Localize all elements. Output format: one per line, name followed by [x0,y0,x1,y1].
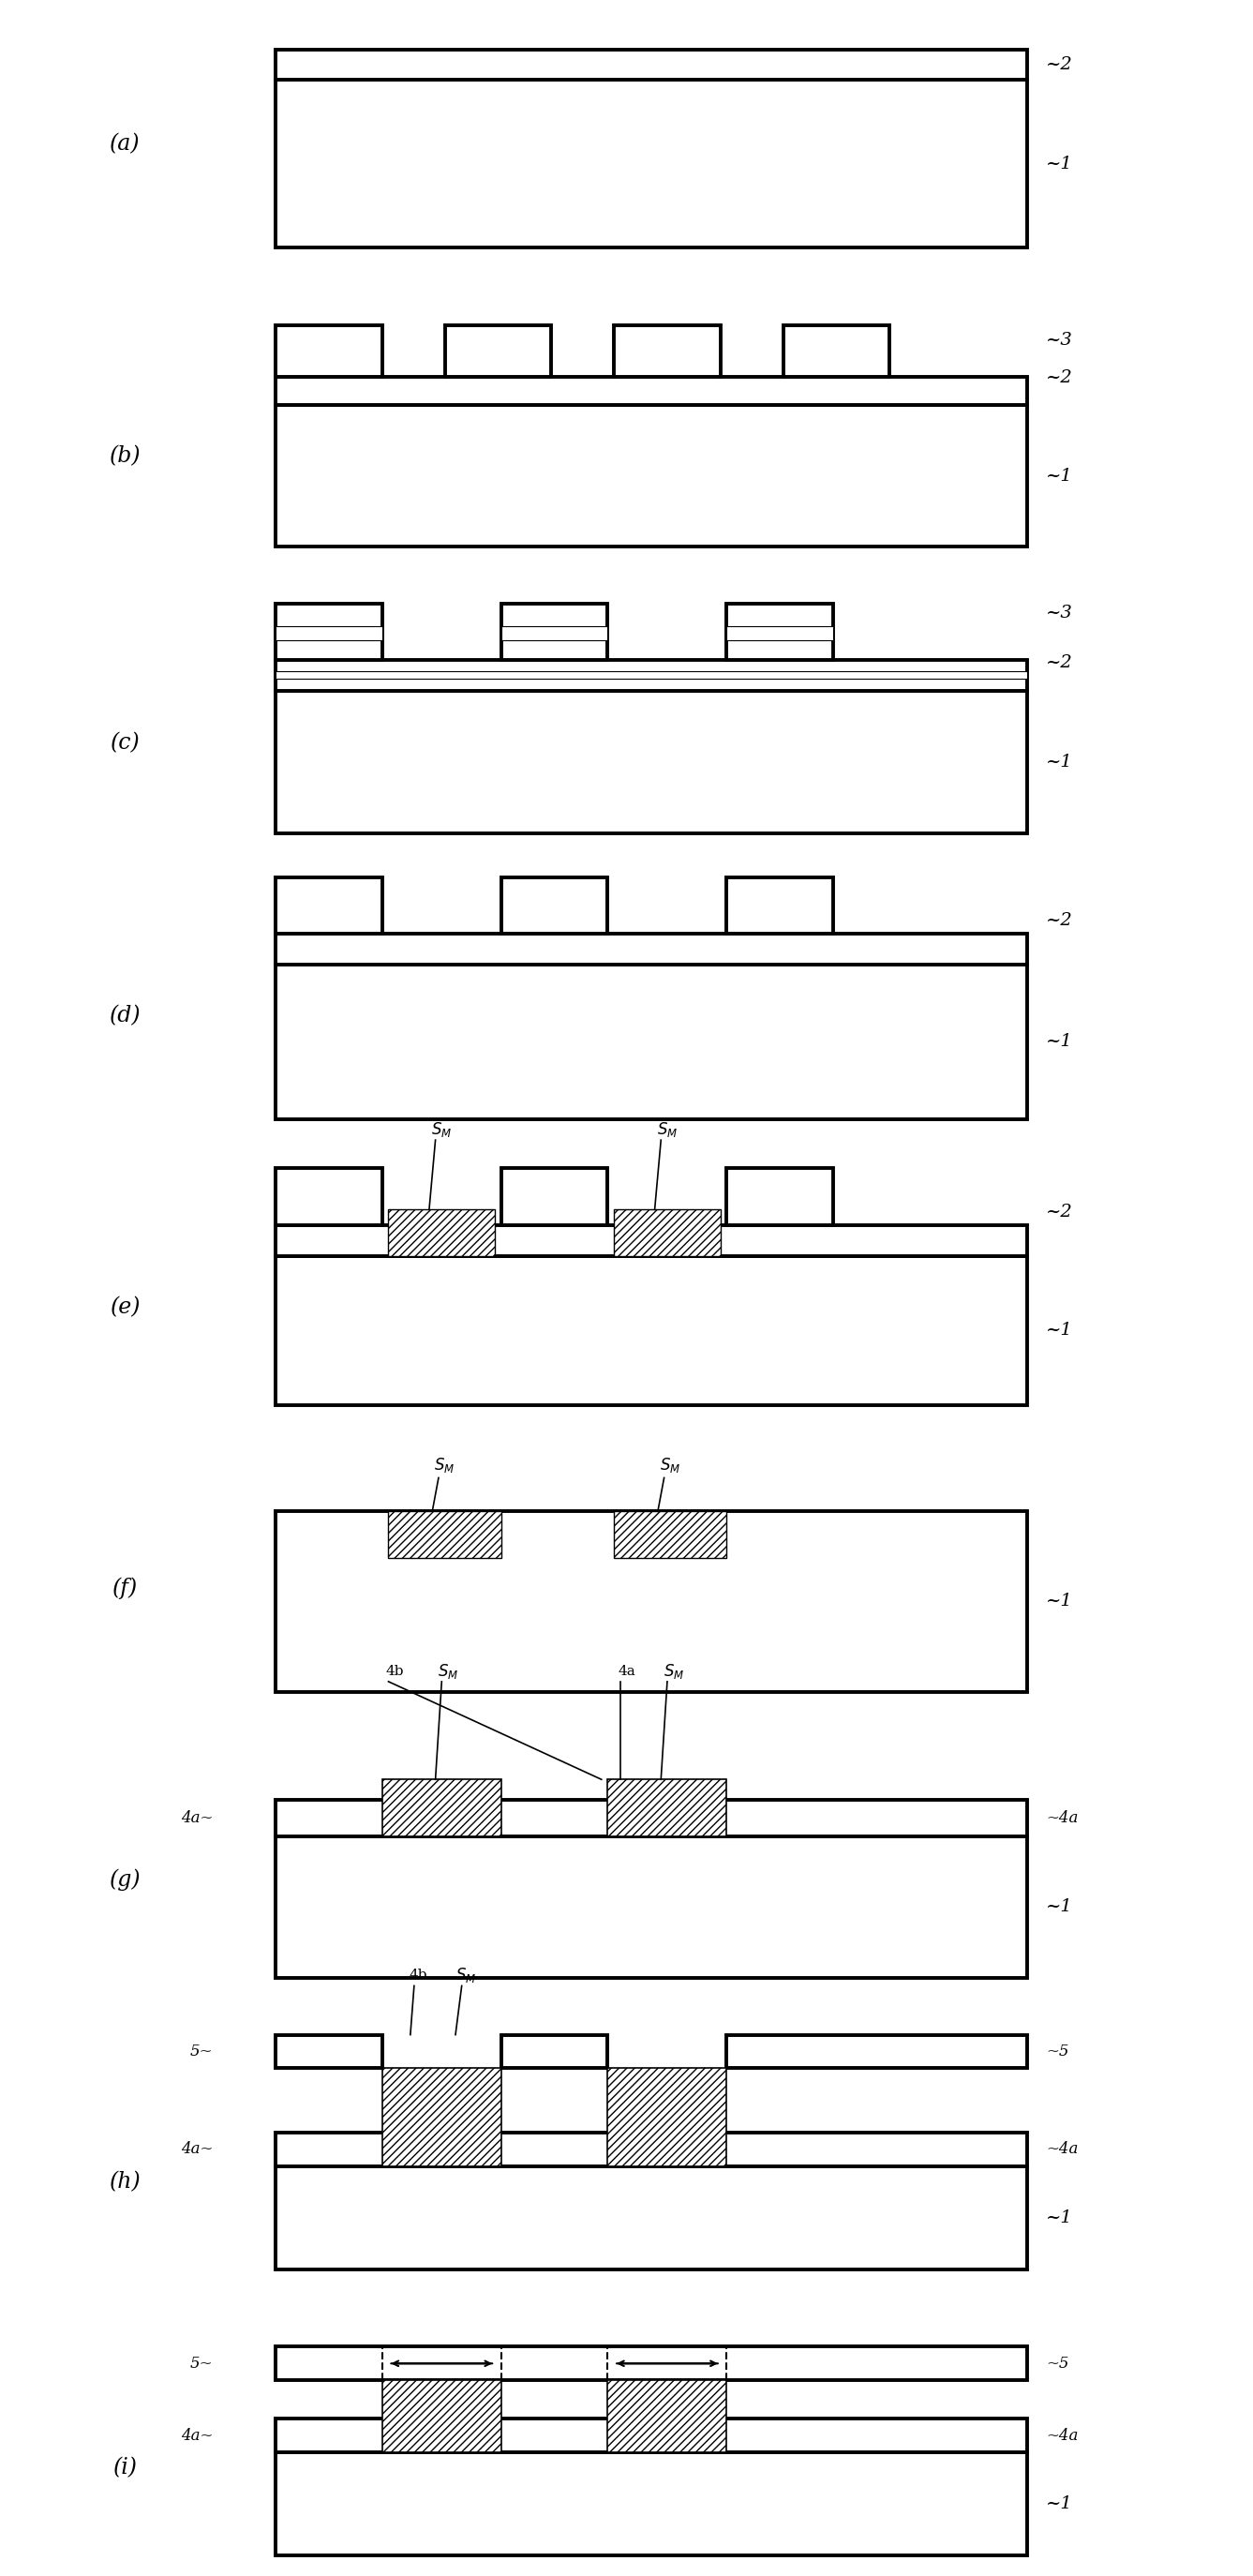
Text: $S_M$: $S_M$ [437,1662,459,1680]
Text: ~1: ~1 [1046,1033,1074,1051]
Text: ~2: ~2 [1046,368,1074,386]
Text: $S_M$: $S_M$ [455,1965,476,1986]
Bar [727,603,833,659]
Text: 4b: 4b [386,1664,403,1677]
Bar [727,626,833,641]
Text: 4a: 4a [618,1664,635,1677]
Text: ~1: ~1 [1046,1321,1074,1340]
Bar [276,1226,1027,1257]
Bar [608,2380,727,2452]
Bar [276,876,382,933]
Text: ~5: ~5 [1046,2043,1069,2058]
Text: ~2: ~2 [1046,1203,1074,1221]
Text: ~2: ~2 [1046,57,1074,72]
Bar [608,2069,727,2166]
Bar [501,1170,608,1226]
Bar [276,2347,1027,2380]
Bar [501,603,608,659]
Bar [276,1257,1027,1406]
Bar [382,2380,501,2452]
Bar [276,690,1027,832]
Text: (e): (e) [110,1296,140,1319]
Text: $S_M$: $S_M$ [431,1121,452,1139]
Text: 4a~: 4a~ [180,1811,213,1826]
Text: ~2: ~2 [1046,912,1074,930]
Bar [608,1780,727,1837]
Text: ~1: ~1 [1046,466,1074,484]
Text: ~1: ~1 [1046,2496,1074,2512]
Text: ~1: ~1 [1046,1899,1074,1917]
Bar [501,876,608,933]
Bar [501,2035,608,2069]
Bar [382,2069,501,2166]
Bar [501,626,608,641]
Text: (a): (a) [110,134,140,155]
Bar [276,933,1027,963]
Text: 4b: 4b [408,1968,427,1981]
Text: 4a~: 4a~ [180,2427,213,2445]
Bar [276,376,1027,404]
Bar [388,1211,495,1257]
Bar [614,1211,720,1257]
Text: (f): (f) [113,1577,138,1600]
Bar [276,80,1027,247]
Text: ~3: ~3 [1046,332,1074,348]
Bar [276,404,1027,546]
Bar [388,1512,501,1558]
Bar [276,2133,1027,2166]
Bar [276,2035,382,2069]
Bar [445,325,551,376]
Bar [276,1837,1027,1978]
Bar [276,1801,1027,1837]
Bar [727,876,833,933]
Text: (d): (d) [109,1005,142,1028]
Bar [276,2166,1027,2269]
Text: $S_M$: $S_M$ [435,1455,455,1473]
Text: (c): (c) [110,732,140,755]
Bar [783,325,890,376]
Bar [614,1512,727,1558]
Text: 4a~: 4a~ [180,2141,213,2156]
Bar [276,1170,382,1226]
Bar [276,2419,1027,2452]
Text: ~4a: ~4a [1046,1811,1079,1826]
Text: ~4a: ~4a [1046,2427,1079,2445]
Text: ~3: ~3 [1046,605,1074,621]
Bar [276,1512,1027,1692]
Bar [727,1170,833,1226]
Bar [276,626,382,641]
Bar [382,1780,501,1837]
Text: ~4a: ~4a [1046,2141,1079,2156]
Text: $S_M$: $S_M$ [660,1455,680,1473]
Bar [276,2452,1027,2555]
Text: ~1: ~1 [1046,1592,1074,1610]
Text: ~1: ~1 [1046,2210,1074,2226]
Bar [276,325,382,376]
Text: (b): (b) [109,446,142,466]
Bar [727,2035,1027,2069]
Bar [276,963,1027,1118]
Text: ~1: ~1 [1046,755,1074,770]
Bar [614,325,720,376]
Text: $S_M$: $S_M$ [663,1662,684,1680]
Text: (h): (h) [109,2172,142,2192]
Text: ~2: ~2 [1046,654,1074,672]
Text: ~5: ~5 [1046,2354,1069,2372]
Bar [276,49,1027,80]
Bar [276,672,1027,680]
Text: (g): (g) [109,1868,142,1891]
Bar [276,659,1027,690]
Text: ~1: ~1 [1046,155,1074,173]
Text: $S_M$: $S_M$ [657,1121,678,1139]
Text: 5~: 5~ [190,2354,213,2372]
Bar [276,603,382,659]
Text: (i): (i) [113,2458,138,2478]
Text: 5~: 5~ [190,2043,213,2058]
